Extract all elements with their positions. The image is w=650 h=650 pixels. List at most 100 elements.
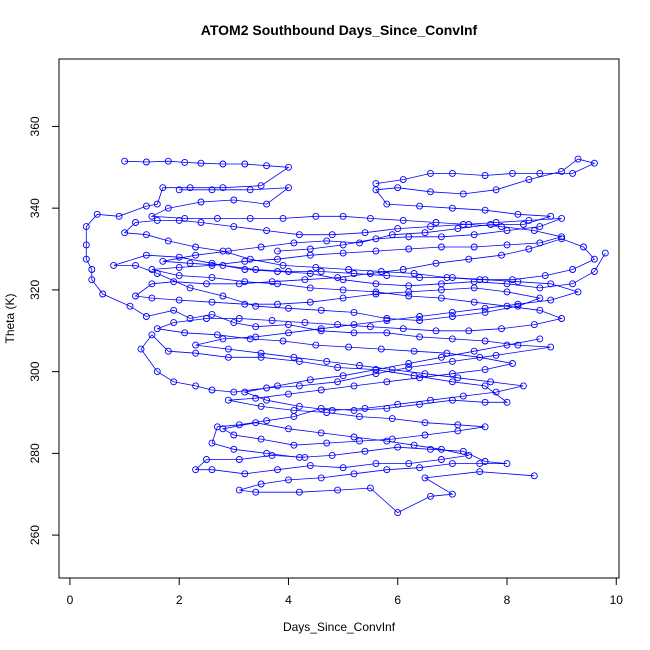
data-point (503, 398, 511, 406)
data-point (454, 374, 462, 382)
data-point (366, 323, 374, 331)
data-point (306, 298, 314, 306)
data-point (164, 157, 172, 165)
data-point (350, 406, 358, 414)
data-point (366, 484, 374, 492)
y-axis: 260 280 300 320 340 360 (28, 116, 60, 545)
data-point (334, 378, 342, 386)
data-point (186, 259, 194, 267)
data-point (263, 162, 271, 170)
data-point (383, 466, 391, 474)
data-point (476, 460, 484, 468)
data-point (268, 451, 276, 459)
data-point (241, 266, 249, 273)
data-point (536, 169, 544, 177)
data-point (416, 313, 424, 320)
data-point (372, 366, 380, 374)
data-point (558, 233, 566, 241)
data-point (306, 251, 314, 259)
data-point (175, 253, 183, 261)
data-point (590, 159, 598, 167)
data-point (405, 364, 413, 371)
data-point (372, 460, 380, 468)
data-point (257, 353, 265, 361)
data-point (558, 214, 566, 222)
data-point (383, 272, 391, 280)
data-point (252, 488, 260, 496)
data-point (274, 466, 281, 474)
data-point (481, 308, 489, 316)
data-point (317, 429, 325, 437)
data-point (317, 325, 325, 333)
data-point (388, 231, 396, 239)
data-point (126, 302, 134, 310)
data-point (427, 169, 434, 177)
data-point (203, 315, 210, 322)
data-point (219, 261, 227, 269)
data-point (437, 353, 445, 361)
data-point (274, 280, 281, 288)
data-point (350, 433, 358, 441)
data-point (317, 386, 325, 394)
data-point (383, 437, 391, 445)
data-point (246, 186, 254, 194)
data-point (530, 472, 538, 480)
data-point (421, 370, 429, 378)
data-point (148, 331, 156, 339)
data-point (257, 480, 265, 488)
data-point (437, 445, 445, 453)
data-point (159, 184, 167, 192)
data-point (481, 423, 489, 431)
data-point (437, 243, 445, 251)
data-point (427, 445, 434, 453)
data-point (525, 245, 533, 253)
data-point (170, 278, 178, 286)
data-point (437, 456, 445, 463)
data-point (295, 488, 303, 496)
data-point (366, 270, 374, 277)
data-point (241, 388, 249, 396)
data-point (252, 419, 260, 427)
data-point (192, 382, 200, 390)
data-point (252, 333, 260, 341)
data-point (481, 337, 489, 345)
data-point (558, 167, 566, 175)
x-tick-label: 4 (285, 593, 292, 607)
data-point (213, 214, 221, 222)
data-point (82, 223, 90, 231)
data-point (454, 225, 462, 233)
data-point (295, 231, 303, 239)
data-point (536, 335, 544, 343)
data-point (268, 317, 276, 324)
data-point (350, 470, 358, 478)
data-point (295, 402, 303, 410)
data-point (186, 284, 194, 292)
data-point (481, 172, 489, 179)
data-point (388, 415, 396, 423)
data-point (399, 176, 407, 184)
data-point (339, 372, 347, 380)
y-tick-label: 280 (28, 443, 42, 463)
data-point (498, 251, 505, 259)
data-point (263, 417, 271, 425)
data-point (175, 263, 183, 271)
data-point (339, 212, 347, 220)
data-point (345, 343, 353, 351)
data-point (246, 214, 254, 222)
data-point (525, 176, 533, 184)
data-point (525, 216, 533, 224)
data-point (208, 186, 216, 194)
data-point (356, 413, 363, 421)
data-point (448, 169, 456, 177)
data-point (405, 460, 413, 468)
data-point (481, 366, 489, 374)
data-point (230, 445, 238, 453)
data-point (285, 268, 292, 275)
data-point (345, 266, 353, 273)
data-point (339, 249, 347, 257)
data-point (301, 319, 309, 327)
data-point (224, 247, 232, 255)
data-point (312, 263, 320, 271)
data-point (574, 155, 582, 163)
data-point (405, 292, 413, 300)
